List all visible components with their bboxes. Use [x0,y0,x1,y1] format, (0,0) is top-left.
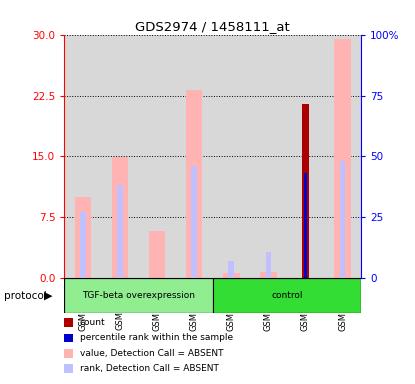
Bar [112,157,128,278]
Bar [64,278,213,313]
Bar [101,35,139,278]
Text: rank, Detection Call = ABSENT: rank, Detection Call = ABSENT [80,364,219,373]
Text: TGF-beta overexpression: TGF-beta overexpression [82,291,195,300]
Bar [139,278,176,313]
Bar [149,231,166,278]
Bar [334,39,351,278]
Bar [213,278,361,313]
Bar [176,278,213,313]
Bar [64,35,101,278]
Text: value, Detection Call = ABSENT: value, Detection Call = ABSENT [80,349,223,358]
Bar [287,278,324,313]
Bar [324,35,361,278]
Bar [176,35,213,278]
Bar [340,161,345,278]
Text: protocol: protocol [4,291,47,301]
Bar [117,185,123,278]
Bar [260,272,277,278]
Text: count: count [80,318,105,327]
Bar [223,273,239,278]
Bar [287,35,324,278]
Bar [75,197,91,278]
Title: GDS2974 / 1458111_at: GDS2974 / 1458111_at [135,20,290,33]
Bar [302,104,309,278]
Bar [213,35,250,278]
Bar [250,35,287,278]
Text: percentile rank within the sample: percentile rank within the sample [80,333,233,343]
Bar [324,278,361,313]
Bar [228,260,234,278]
Bar [101,278,139,313]
Text: ▶: ▶ [44,291,52,301]
Text: control: control [271,291,303,300]
Bar [266,252,271,278]
Bar [186,90,203,278]
Bar [80,212,85,278]
Bar [304,173,307,278]
Bar [191,166,197,278]
Bar [64,278,101,313]
Bar [139,35,176,278]
Bar [250,278,287,313]
Bar [213,278,250,313]
